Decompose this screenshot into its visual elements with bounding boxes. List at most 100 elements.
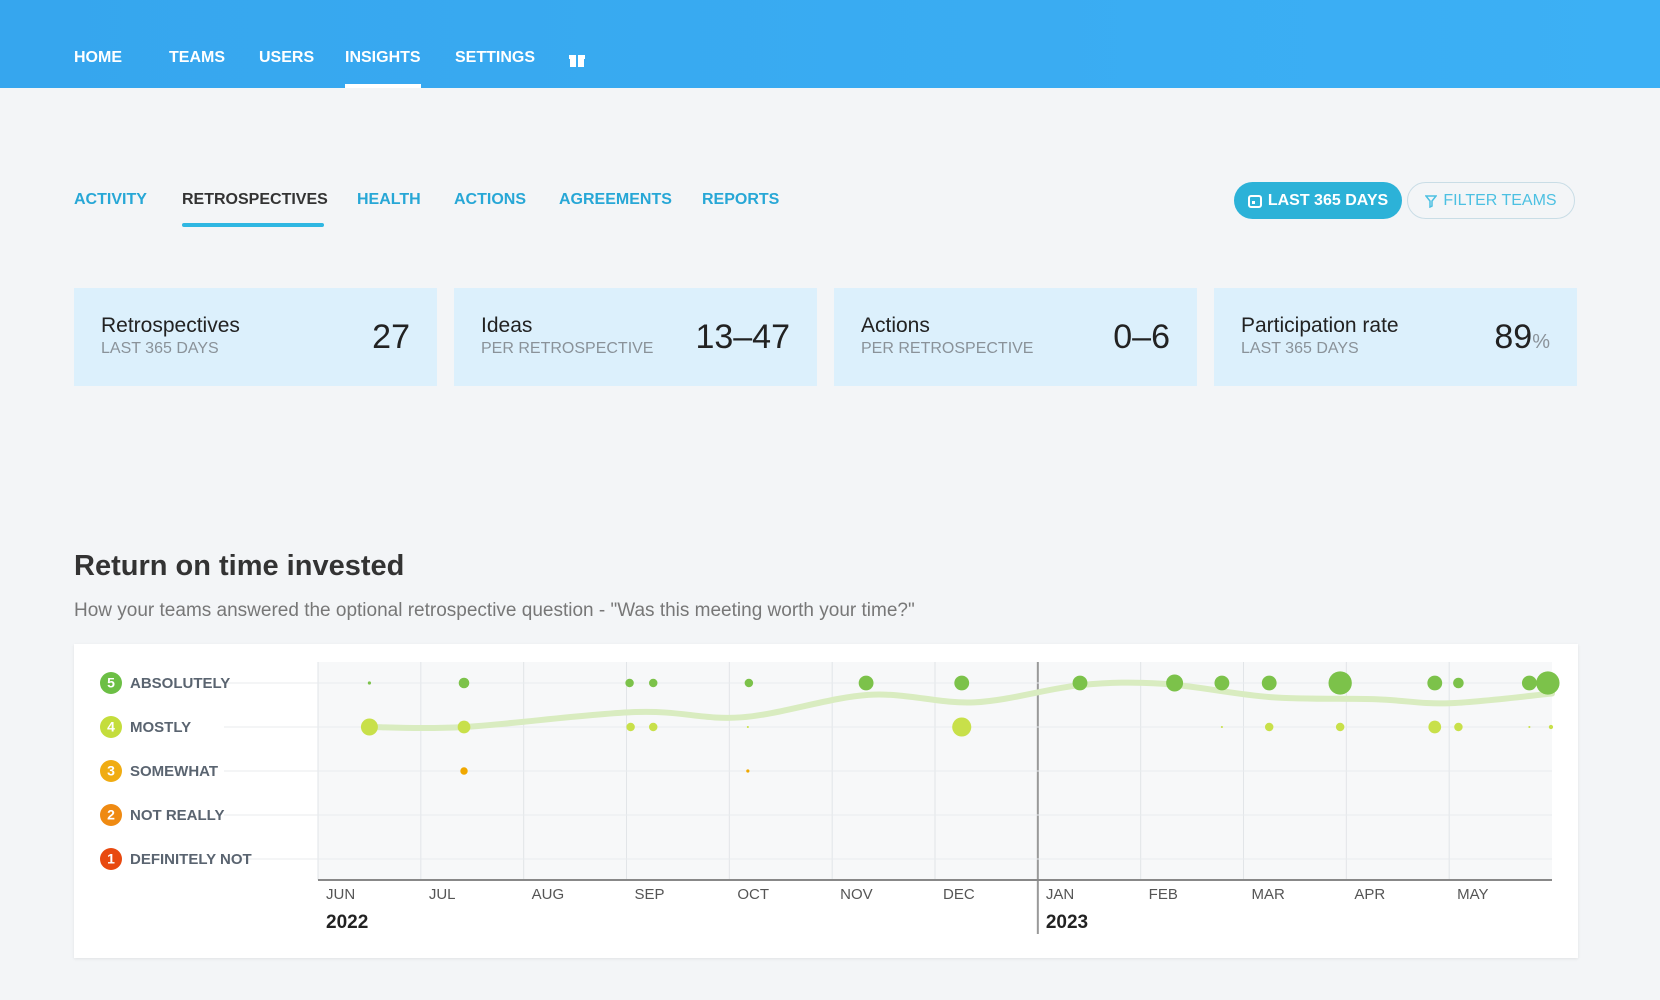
stat-title: Actions [861, 314, 930, 337]
filter-button[interactable]: FILTER TEAMS [1407, 182, 1575, 219]
bubble [648, 722, 658, 732]
stat-number: 27 [372, 318, 410, 356]
period-label: LAST 365 DAYS [1267, 191, 1389, 209]
x-tick-label: NOV [840, 886, 873, 903]
stat-subtitle: PER RETROSPECTIVE [481, 340, 654, 357]
nav-item[interactable]: SETTINGS [455, 49, 536, 66]
level-badge [100, 804, 122, 826]
year-label: 2023 [1046, 912, 1088, 933]
stat-title: Ideas [481, 314, 533, 337]
bubble [1166, 674, 1184, 692]
bubble [1528, 725, 1531, 729]
bubble [954, 675, 970, 691]
bubble [1328, 671, 1352, 695]
stat-value: 89% [1494, 318, 1550, 357]
bubble [1214, 675, 1230, 691]
level-badge [100, 672, 122, 694]
level-badge [100, 848, 122, 870]
bubble [1261, 675, 1277, 691]
bubble [648, 678, 658, 688]
tab[interactable]: AGREEMENTS [559, 191, 672, 208]
tab[interactable]: REPORTS [702, 191, 780, 208]
calendar-icon [1247, 194, 1262, 208]
tab[interactable]: RETROSPECTIVES [182, 191, 328, 208]
x-tick-label: FEB [1149, 886, 1178, 903]
bubble [360, 718, 378, 736]
stat-value: 0–6 [1113, 318, 1170, 357]
filter-label: FILTER TEAMS [1443, 191, 1557, 209]
stat-unit: % [1532, 331, 1550, 353]
x-tick-label: MAR [1252, 886, 1286, 903]
bubble [1072, 675, 1088, 691]
gift-icon[interactable] [569, 52, 585, 68]
level-number: 4 [107, 719, 115, 735]
bubble [1428, 720, 1442, 734]
bubble [1548, 724, 1554, 730]
bubble [744, 678, 754, 688]
bubble [625, 678, 634, 688]
stat-number: 89 [1494, 318, 1533, 356]
stat-card: Retrospectives LAST 365 DAYS 27 [74, 288, 437, 386]
bubble [1335, 722, 1345, 732]
level-number: 2 [107, 807, 115, 823]
stat-title: Retrospectives [101, 314, 240, 337]
x-tick-label: JUL [429, 886, 456, 903]
bubble [367, 681, 372, 685]
tab[interactable]: ACTIVITY [74, 191, 147, 208]
chart: JUN JUL AUG SEP OCT NOV DEC JAN FEB MAR APR MAY 2022… [74, 644, 1578, 958]
x-tick-label: MAY [1457, 886, 1488, 903]
stat-number: 13–47 [695, 318, 790, 356]
x-tick-label: SEP [635, 886, 665, 903]
tab[interactable]: ACTIONS [454, 191, 526, 208]
level-label: ABSOLUTELY [130, 675, 230, 692]
bubble [457, 720, 471, 734]
stat-value: 27 [372, 318, 410, 357]
level-number: 1 [107, 851, 115, 867]
nav-item[interactable]: TEAMS [169, 49, 225, 66]
filter-icon [1425, 194, 1438, 208]
bubble [460, 767, 468, 775]
bubble [458, 677, 470, 689]
level-badge [100, 716, 122, 738]
bubble [858, 675, 874, 691]
bubble [1453, 677, 1464, 689]
x-tick-label: APR [1354, 886, 1385, 903]
level-label: SOMEWHAT [130, 763, 218, 780]
x-tick-label: JAN [1046, 886, 1074, 903]
x-tick-label: OCT [737, 886, 769, 903]
bubble [1521, 675, 1537, 691]
bubble [1536, 671, 1560, 695]
top-nav: HOME TEAMS USERS INSIGHTS SETTINGS [0, 0, 1660, 88]
active-underline [182, 223, 324, 227]
stat-number: 0–6 [1113, 318, 1170, 356]
bubble [746, 725, 749, 729]
bubble [1427, 675, 1443, 691]
nav-item[interactable]: INSIGHTS [345, 49, 421, 66]
level-label: NOT REALLY [130, 807, 224, 824]
level-label: MOSTLY [130, 719, 191, 736]
stat-title: Participation rate [1241, 314, 1399, 337]
x-tick-label: JUN [326, 886, 355, 903]
trend-line [366, 679, 1555, 732]
stat-cards: Retrospectives LAST 365 DAYS 27 Ideas PER RE… [74, 288, 1577, 386]
x-tick-label: AUG [532, 886, 565, 903]
bubble [1264, 722, 1274, 732]
year-label: 2022 [326, 912, 368, 933]
tab[interactable]: HEALTH [357, 191, 421, 208]
stat-subtitle: PER RETROSPECTIVE [861, 340, 1034, 357]
x-tick-label: DEC [943, 886, 975, 903]
stat-value: 13–47 [695, 318, 790, 357]
stat-card: Participation rate LAST 365 DAYS 89% [1214, 288, 1577, 386]
nav-item[interactable]: HOME [74, 49, 122, 66]
stat-card: Actions PER RETROSPECTIVE 0–6 [834, 288, 1197, 386]
bubble [626, 722, 635, 732]
level-number: 5 [107, 675, 115, 691]
section-title: Return on time invested [74, 550, 405, 582]
bubble [1454, 722, 1463, 732]
nav-item[interactable]: USERS [259, 49, 315, 66]
level-badge [100, 760, 122, 782]
period-button[interactable]: LAST 365 DAYS [1234, 182, 1402, 219]
stat-subtitle: LAST 365 DAYS [101, 340, 219, 357]
active-underline [345, 84, 421, 88]
